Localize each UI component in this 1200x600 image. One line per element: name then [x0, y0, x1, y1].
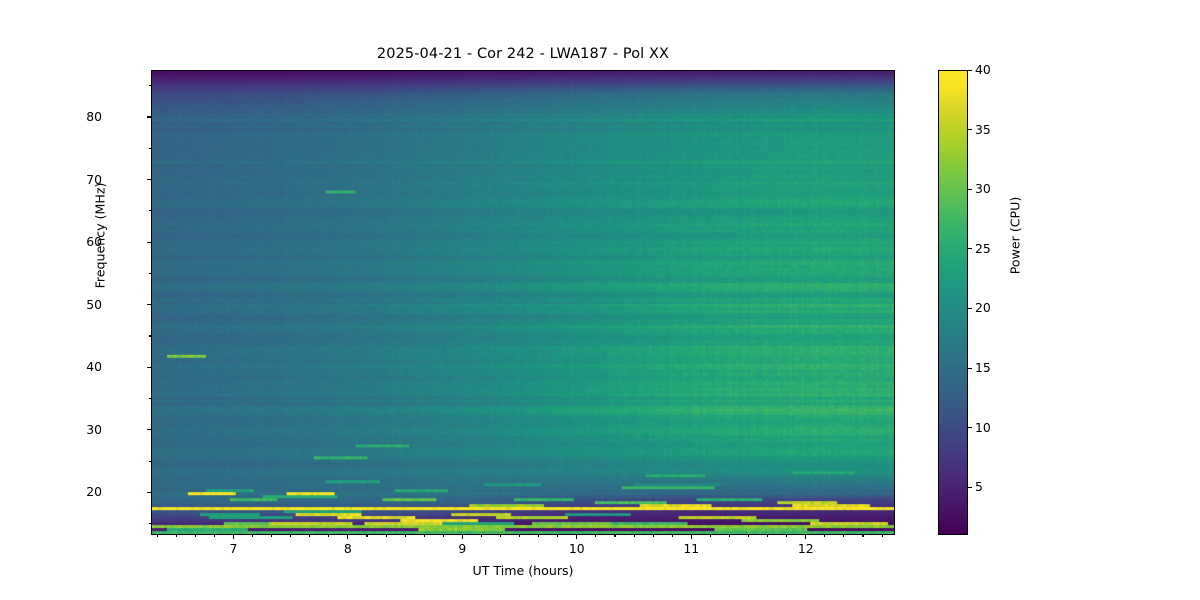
- x-tick-minor: [557, 535, 559, 538]
- spectrogram-plot-area: [151, 70, 895, 535]
- x-tick-minor: [786, 535, 788, 538]
- x-tick-minor: [709, 535, 711, 538]
- x-tick-minor: [767, 535, 769, 538]
- x-tick-minor: [824, 535, 826, 538]
- y-tick-minor: [149, 460, 152, 462]
- colorbar-tick-label: 15: [975, 360, 991, 376]
- x-tick-label: 10: [568, 541, 585, 556]
- x-tick-minor: [423, 535, 425, 538]
- x-tick-minor: [499, 535, 502, 538]
- colorbar-tick-mark: [968, 367, 972, 369]
- y-tick-minor: [149, 85, 152, 87]
- colorbar-tick-label: 35: [975, 121, 991, 137]
- x-tick-minor: [614, 535, 616, 538]
- x-tick-minor: [290, 535, 292, 538]
- colorbar-tick-mark: [968, 129, 972, 131]
- x-tick-mark: [461, 535, 463, 539]
- y-tick-mark: [147, 429, 151, 431]
- y-tick-mark: [147, 366, 151, 368]
- spectrogram-heatmap: [152, 71, 894, 534]
- x-tick-mark: [347, 535, 349, 539]
- x-tick-minor: [519, 535, 521, 538]
- colorbar-tick-label: 10: [975, 419, 991, 435]
- y-tick-minor: [149, 147, 152, 149]
- x-tick-label: 11: [683, 541, 700, 556]
- y-tick-mark: [147, 491, 151, 494]
- x-tick-minor: [194, 535, 196, 538]
- colorbar-tick-mark: [968, 69, 972, 71]
- y-tick-label: 80: [86, 108, 102, 124]
- x-tick-minor: [862, 535, 864, 538]
- y-tick-label: 70: [86, 171, 102, 187]
- colorbar-tick-mark: [968, 427, 972, 429]
- x-tick-minor: [385, 535, 387, 538]
- y-tick-mark: [147, 179, 151, 181]
- y-tick-mark: [147, 116, 151, 118]
- x-tick-mark: [805, 535, 807, 539]
- x-tick-minor: [404, 535, 406, 538]
- x-tick-minor: [633, 535, 635, 538]
- x-tick-minor: [652, 535, 654, 538]
- x-tick-minor: [271, 535, 273, 538]
- x-tick-label: 9: [458, 541, 467, 556]
- chart-title: 2025-04-21 - Cor 242 - LWA187 - Pol XX: [376, 46, 670, 62]
- x-tick-minor: [595, 535, 597, 538]
- y-tick-label: 30: [86, 421, 102, 437]
- colorbar-tick-label: 20: [975, 300, 991, 316]
- x-tick-mark: [576, 535, 578, 539]
- x-tick-minor: [747, 535, 750, 538]
- y-tick-minor: [149, 523, 152, 525]
- colorbar-gradient: [939, 71, 967, 534]
- y-axis-label: Frequency (MHz): [92, 182, 108, 289]
- colorbar-label: Power (CPU): [1007, 196, 1023, 275]
- x-axis-label: UT Time (hours): [472, 563, 574, 578]
- x-tick-minor: [442, 535, 444, 538]
- y-tick-label: 50: [86, 296, 102, 312]
- x-tick-mark: [690, 535, 692, 539]
- x-tick-label: 7: [229, 541, 238, 556]
- colorbar-tick-label: 5: [975, 479, 983, 495]
- x-tick-minor: [843, 535, 845, 538]
- colorbar: [938, 70, 968, 535]
- y-tick-minor: [149, 335, 152, 337]
- x-tick-minor: [175, 535, 177, 538]
- colorbar-tick-mark: [968, 486, 972, 488]
- x-tick-minor: [671, 535, 673, 538]
- y-tick-minor: [149, 272, 152, 274]
- y-tick-label: 60: [86, 234, 102, 250]
- x-tick-label: 8: [343, 541, 352, 556]
- colorbar-tick-label: 40: [975, 62, 991, 77]
- x-tick-minor: [480, 535, 482, 538]
- x-tick-minor: [881, 535, 883, 538]
- x-tick-minor: [213, 535, 215, 538]
- colorbar-tick-label: 30: [975, 181, 991, 197]
- y-tick-mark: [147, 304, 151, 306]
- colorbar-tick-label: 25: [975, 240, 991, 256]
- y-tick-mark: [147, 241, 151, 243]
- x-tick-minor: [156, 535, 158, 538]
- x-tick-mark: [232, 535, 234, 539]
- y-tick-label: 20: [86, 484, 102, 500]
- colorbar-tick-mark: [968, 248, 972, 250]
- x-tick-minor: [728, 535, 730, 538]
- colorbar-tick-mark: [968, 188, 972, 190]
- y-tick-minor: [149, 398, 152, 400]
- y-tick-minor: [149, 210, 152, 212]
- x-tick-minor: [538, 535, 540, 538]
- x-tick-minor: [366, 535, 368, 538]
- x-tick-label: 12: [797, 541, 814, 556]
- x-tick-minor: [328, 535, 330, 538]
- colorbar-tick-mark: [968, 307, 972, 310]
- y-tick-label: 40: [86, 359, 102, 375]
- x-tick-minor: [309, 535, 311, 538]
- x-tick-minor: [251, 535, 254, 538]
